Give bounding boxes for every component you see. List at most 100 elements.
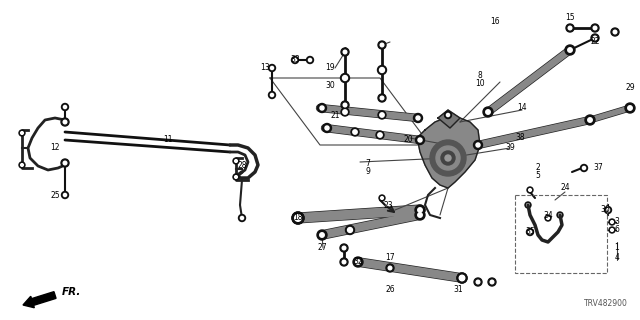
Circle shape [340, 258, 348, 266]
Text: 11: 11 [163, 135, 173, 145]
Text: 4: 4 [614, 253, 620, 262]
Text: 25: 25 [50, 190, 60, 199]
Circle shape [63, 120, 67, 124]
Circle shape [591, 24, 599, 32]
Circle shape [607, 208, 609, 212]
Circle shape [415, 210, 425, 220]
Circle shape [325, 126, 329, 130]
Circle shape [527, 187, 533, 193]
Text: 37: 37 [593, 164, 603, 172]
Circle shape [460, 276, 464, 280]
Circle shape [343, 50, 347, 54]
Text: 12: 12 [51, 143, 60, 153]
Circle shape [565, 45, 575, 55]
Circle shape [388, 266, 392, 270]
Circle shape [605, 206, 611, 213]
Circle shape [447, 113, 449, 116]
Circle shape [295, 215, 301, 221]
Circle shape [381, 197, 383, 199]
Circle shape [343, 103, 347, 107]
Text: 36: 36 [600, 205, 610, 214]
Circle shape [19, 130, 25, 136]
Circle shape [378, 94, 386, 102]
Circle shape [233, 174, 239, 180]
Circle shape [527, 204, 529, 206]
Circle shape [418, 208, 422, 212]
Circle shape [346, 226, 355, 235]
Text: TRV482900: TRV482900 [584, 299, 628, 308]
Circle shape [483, 107, 493, 117]
Circle shape [320, 233, 324, 237]
Circle shape [20, 132, 23, 134]
Text: 3: 3 [614, 218, 620, 227]
Circle shape [486, 110, 490, 114]
Circle shape [235, 160, 237, 162]
Circle shape [460, 275, 465, 281]
Circle shape [380, 96, 384, 100]
Circle shape [457, 273, 467, 283]
Circle shape [418, 213, 422, 217]
Text: 1: 1 [614, 244, 620, 252]
Text: 21: 21 [330, 110, 340, 119]
Circle shape [445, 155, 451, 161]
Circle shape [529, 230, 532, 234]
Text: 23: 23 [383, 201, 393, 210]
Circle shape [580, 164, 588, 172]
Circle shape [593, 36, 596, 40]
Circle shape [233, 158, 239, 164]
Circle shape [588, 118, 592, 122]
Text: 28: 28 [237, 161, 247, 170]
Text: 38: 38 [515, 133, 525, 142]
Circle shape [63, 105, 67, 108]
Polygon shape [418, 118, 480, 188]
Circle shape [457, 273, 467, 283]
Circle shape [340, 74, 349, 83]
Circle shape [241, 216, 244, 220]
Circle shape [611, 229, 613, 231]
Circle shape [341, 101, 349, 109]
Circle shape [342, 76, 348, 80]
Circle shape [341, 108, 349, 116]
Circle shape [292, 212, 304, 224]
Circle shape [568, 48, 572, 52]
Text: 8: 8 [477, 70, 483, 79]
Circle shape [559, 214, 561, 216]
Circle shape [308, 59, 312, 61]
Text: 33: 33 [290, 55, 300, 65]
Circle shape [378, 133, 382, 137]
Circle shape [239, 214, 246, 221]
Circle shape [323, 124, 332, 132]
Circle shape [269, 65, 275, 71]
Text: FR.: FR. [62, 287, 81, 297]
Circle shape [386, 264, 394, 272]
Text: 39: 39 [505, 143, 515, 153]
Text: 15: 15 [565, 13, 575, 22]
Text: 17: 17 [385, 253, 395, 262]
Text: 18: 18 [293, 213, 303, 222]
Text: 29: 29 [625, 84, 635, 92]
Circle shape [269, 92, 275, 99]
Circle shape [415, 205, 425, 215]
Circle shape [317, 230, 327, 240]
Polygon shape [438, 110, 460, 128]
Circle shape [416, 116, 420, 120]
Circle shape [271, 93, 273, 97]
Circle shape [557, 212, 563, 218]
Circle shape [63, 193, 67, 196]
Circle shape [625, 103, 635, 113]
Circle shape [568, 26, 572, 30]
Circle shape [348, 228, 353, 232]
Circle shape [585, 115, 595, 125]
Circle shape [340, 244, 348, 252]
Circle shape [380, 68, 385, 72]
Circle shape [353, 130, 357, 134]
Circle shape [474, 140, 483, 149]
Text: 10: 10 [475, 79, 485, 89]
Circle shape [378, 111, 386, 119]
Text: 7: 7 [365, 158, 371, 167]
Circle shape [292, 212, 304, 224]
Circle shape [582, 166, 586, 170]
Circle shape [547, 217, 549, 219]
Text: 19: 19 [325, 63, 335, 73]
Circle shape [378, 41, 386, 49]
